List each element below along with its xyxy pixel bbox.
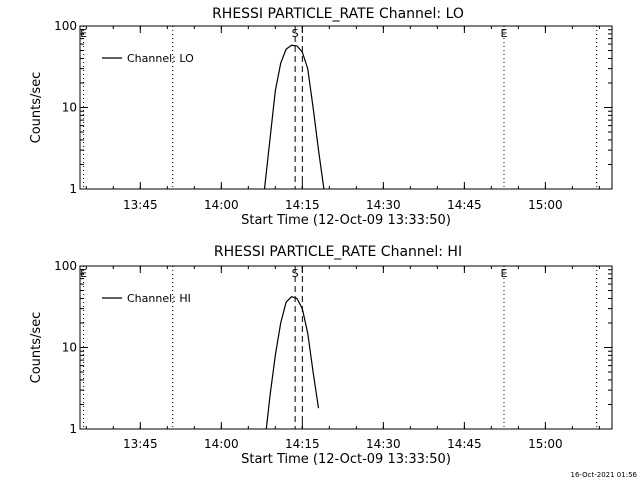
x-tick-label: 14:15 (285, 437, 320, 451)
x-tick-label: 13:45 (123, 437, 158, 451)
y-tick-label: 100 (54, 19, 77, 33)
marker-label: E (501, 27, 508, 40)
y-tick-label: 1 (69, 182, 77, 196)
y-axis-label: Counts/sec (29, 312, 44, 384)
x-tick-label: 14:45 (447, 437, 482, 451)
x-tick-label: 14:00 (204, 198, 239, 212)
marker-label: S (292, 27, 299, 40)
x-axis-label: Start Time (12-Oct-09 13:33:50) (241, 452, 451, 467)
timestamp-label: 16-Oct-2021 01:56 (571, 471, 638, 479)
marker-label: S (292, 267, 299, 280)
x-tick-label: 14:30 (366, 198, 401, 212)
x-tick-label: 14:30 (366, 437, 401, 451)
y-tick-label: 1 (69, 422, 77, 436)
legend-label: Channel: LO (127, 52, 194, 65)
x-tick-label: 14:45 (447, 198, 482, 212)
marker-label: E (80, 27, 87, 40)
series-line (263, 44, 325, 190)
x-tick-label: 14:15 (285, 198, 320, 212)
chart-title: RHESSI PARTICLE_RATE Channel: HI (214, 244, 462, 260)
series-line (265, 296, 320, 430)
x-tick-label: 15:00 (528, 437, 563, 451)
x-tick-label: 13:45 (123, 198, 158, 212)
y-tick-label: 10 (62, 101, 77, 115)
x-tick-label: 15:00 (528, 198, 563, 212)
chart-title: RHESSI PARTICLE_RATE Channel: LO (212, 6, 464, 22)
y-axis-label: Counts/sec (29, 72, 44, 144)
y-tick-label: 10 (62, 341, 77, 355)
x-tick-label: 14:00 (204, 437, 239, 451)
plot-frame (79, 25, 613, 190)
plot-frame (79, 265, 613, 430)
panel-lo: RHESSI PARTICLE_RATE Channel: LO 13:45 14:… (29, 6, 613, 228)
legend-label: Channel: HI (127, 292, 191, 305)
y-tick-label: 100 (54, 259, 77, 273)
marker-label: E (501, 267, 508, 280)
panel-hi: RHESSI PARTICLE_RATE Channel: HI 13:45 14:… (29, 244, 613, 467)
x-axis-label: Start Time (12-Oct-09 13:33:50) (241, 213, 451, 228)
marker-label: E (80, 267, 87, 280)
